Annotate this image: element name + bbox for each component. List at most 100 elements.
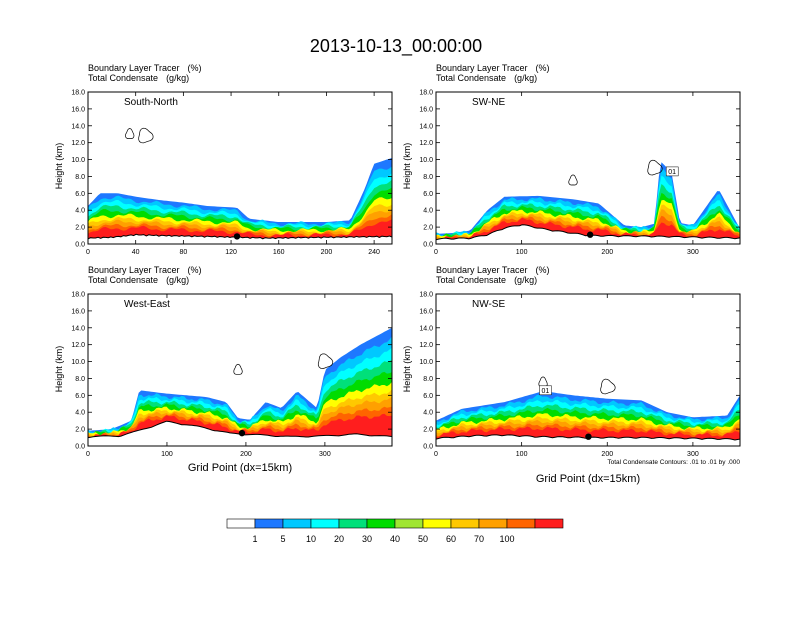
tracer-field [88, 92, 392, 244]
colorbar-swatch [394, 518, 424, 529]
x-tick-label: 200 [240, 451, 252, 458]
y-tick-label: 6.0 [423, 191, 433, 198]
panel-title-condensate: Total Condensate (g/kg) [88, 73, 189, 83]
y-tick-label: 12.0 [71, 342, 85, 349]
y-tick-label: 6.0 [75, 191, 85, 198]
y-tick-label: 2.0 [75, 225, 85, 232]
x-tick-label: 300 [319, 451, 331, 458]
y-tick-label: 4.0 [75, 208, 85, 215]
colorbar-tick-label: 5 [280, 534, 285, 544]
x-tick-label: 0 [86, 249, 90, 256]
tracer-field [88, 294, 392, 446]
x-tick-label: 200 [601, 451, 613, 458]
panel-title-condensate: Total Condensate (g/kg) [88, 275, 189, 285]
panel-title-condensate: Total Condensate (g/kg) [436, 73, 537, 83]
panel-xlabel: Grid Point (dx=15km) [188, 462, 292, 474]
y-tick-label: 18.0 [71, 292, 85, 299]
colorbar-tick-label: 100 [499, 534, 514, 544]
contour-label-box [539, 385, 552, 396]
panel-label: West-East [124, 299, 170, 310]
x-tick-label: 0 [434, 249, 438, 256]
y-tick-label: 18.0 [419, 90, 433, 97]
y-tick-label: 8.0 [423, 174, 433, 181]
contour-label-box [665, 166, 679, 177]
y-tick-label: 18.0 [419, 292, 433, 299]
colorbar-swatch [506, 518, 536, 529]
y-tick-label: 8.0 [75, 174, 85, 181]
y-tick-label: 14.0 [419, 325, 433, 332]
panel-ylabel: Height (km) [54, 346, 64, 393]
tracer-field [436, 294, 740, 446]
colorbar-tick-label: 70 [474, 534, 484, 544]
y-tick-label: 2.0 [423, 427, 433, 434]
colorbar-tick-label: 20 [334, 534, 344, 544]
y-tick-label: 14.0 [419, 123, 433, 130]
x-tick-label: 80 [179, 249, 187, 256]
y-tick-label: 16.0 [71, 308, 85, 315]
colorbar-swatch [366, 518, 396, 529]
terrain-fill [88, 234, 392, 244]
y-tick-label: 2.0 [75, 427, 85, 434]
location-marker [238, 429, 246, 437]
y-tick-label: 6.0 [75, 393, 85, 400]
x-tick-label: 0 [434, 451, 438, 458]
colorbar-swatch [254, 518, 284, 529]
condensate-contour [125, 128, 135, 139]
panel-label: South-North [124, 97, 178, 108]
x-tick-label: 200 [601, 249, 613, 256]
condensate-contour [600, 378, 616, 395]
colorbar-tick-label: 1 [252, 534, 257, 544]
y-tick-label: 14.0 [71, 123, 85, 130]
colorbar-swatch [310, 518, 340, 529]
panel-label: NW-SE [472, 299, 505, 310]
colorbar-swatch [450, 518, 480, 529]
terrain-fill [88, 421, 392, 446]
y-tick-label: 0.0 [75, 444, 85, 451]
colorbar-swatch [282, 518, 312, 529]
contour-note: Total Condensate Contours: .01 to .01 by… [607, 459, 740, 466]
colorbar-tick-label: 40 [390, 534, 400, 544]
y-tick-label: 0.0 [423, 444, 433, 451]
panel-west-east: Boundary Layer Tracer (%) Total Condensat… [54, 265, 393, 474]
x-tick-label: 0 [86, 451, 90, 458]
panel-ylabel: Height (km) [402, 346, 412, 393]
panel-ylabel: Height (km) [402, 143, 412, 190]
colorbar-tick-label: 30 [362, 534, 372, 544]
x-tick-label: 160 [273, 249, 285, 256]
y-tick-label: 4.0 [423, 410, 433, 417]
colorbar: 1 5 10 20 30 40 50 60 70 100 [226, 518, 564, 544]
y-tick-label: 14.0 [71, 325, 85, 332]
condensate-contour [233, 363, 243, 375]
colorbar-swatch [422, 518, 452, 529]
y-tick-label: 4.0 [423, 208, 433, 215]
y-tick-label: 4.0 [75, 410, 85, 417]
terrain-fill [436, 224, 740, 244]
y-tick-label: 0.0 [75, 242, 85, 249]
panel-title-tracer: Boundary Layer Tracer (%) [88, 265, 202, 275]
x-tick-label: 200 [321, 249, 333, 256]
x-tick-label: 100 [516, 451, 528, 458]
y-tick-label: 2.0 [423, 225, 433, 232]
y-tick-label: 6.0 [423, 393, 433, 400]
x-tick-label: 300 [687, 249, 699, 256]
location-marker [233, 233, 241, 240]
x-tick-label: 100 [516, 249, 528, 256]
condensate-contour [138, 127, 154, 144]
plot-frame [435, 293, 741, 447]
panel-title-tracer: Boundary Layer Tracer (%) [436, 265, 550, 275]
y-tick-label: 12.0 [419, 140, 433, 147]
y-tick-label: 8.0 [75, 376, 85, 383]
y-tick-label: 16.0 [71, 106, 85, 113]
y-tick-label: 16.0 [419, 106, 433, 113]
condensate-contour [568, 174, 578, 186]
panel-south-north: Boundary Layer Tracer (%) Total Condensat… [54, 63, 393, 256]
plot-frame [87, 91, 393, 245]
colorbar-swatch [226, 518, 256, 529]
plot-frame [87, 293, 393, 447]
x-tick-label: 40 [132, 249, 140, 256]
x-tick-label: 300 [687, 451, 699, 458]
condensate-contour [317, 353, 334, 369]
y-tick-label: 0.0 [423, 242, 433, 249]
tracer-field [436, 92, 740, 244]
